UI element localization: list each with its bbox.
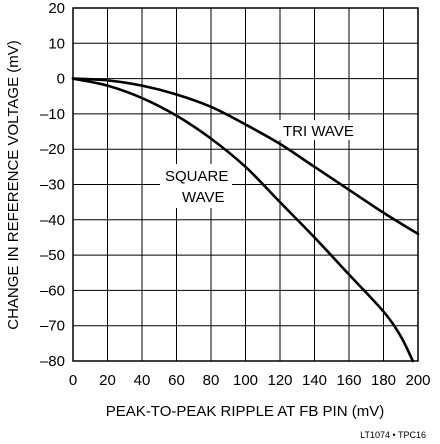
figure-id: LT1074 • TPC16 — [360, 430, 426, 440]
y-tick-label: –50 — [40, 247, 65, 264]
y-tick-label: 10 — [48, 35, 65, 52]
series-label-tri-wave: TRI WAVE — [277, 120, 363, 140]
x-tick-label: 60 — [168, 372, 185, 389]
y-tick-label: –40 — [40, 212, 65, 229]
y-tick-label: –20 — [40, 141, 65, 158]
series-label-square-line2: WAVE — [182, 189, 225, 206]
series-label-square-line1: SQUARE — [165, 168, 228, 185]
x-axis-label: PEAK-TO-PEAK RIPPLE AT FB PIN (mV) — [106, 403, 384, 420]
y-tick-label: –60 — [40, 282, 65, 299]
x-tick-label: 120 — [267, 372, 292, 389]
x-tick-label: 20 — [99, 372, 116, 389]
x-tick-label: 180 — [371, 372, 396, 389]
x-tick-label: 160 — [336, 372, 361, 389]
x-tick-label: 200 — [405, 372, 430, 389]
y-tick-label: 0 — [57, 71, 65, 88]
x-tick-label: 100 — [233, 372, 258, 389]
y-axis-label: CHANGE IN REFERENCE VOLTAGE (mV) — [5, 40, 22, 329]
x-tick-labels: 0 20 40 60 80 100 120 140 160 180 200 — [69, 372, 431, 389]
y-tick-labels: 20 10 0 –10 –20 –30 –40 –50 –60 –70 –80 — [40, 0, 65, 370]
series-label-square-wave: SQUARE WAVE — [160, 164, 232, 208]
y-tick-label: 20 — [48, 0, 65, 17]
y-tick-label: –80 — [40, 353, 65, 370]
series-label-tri-wave-text: TRI WAVE — [283, 123, 354, 140]
grid — [73, 8, 418, 361]
x-tick-label: 140 — [302, 372, 327, 389]
y-tick-label: –10 — [40, 106, 65, 123]
x-tick-label: 0 — [69, 372, 77, 389]
x-tick-label: 40 — [134, 372, 151, 389]
x-tick-label: 80 — [203, 372, 220, 389]
y-tick-label: –30 — [40, 177, 65, 194]
y-tick-label: –70 — [40, 318, 65, 335]
